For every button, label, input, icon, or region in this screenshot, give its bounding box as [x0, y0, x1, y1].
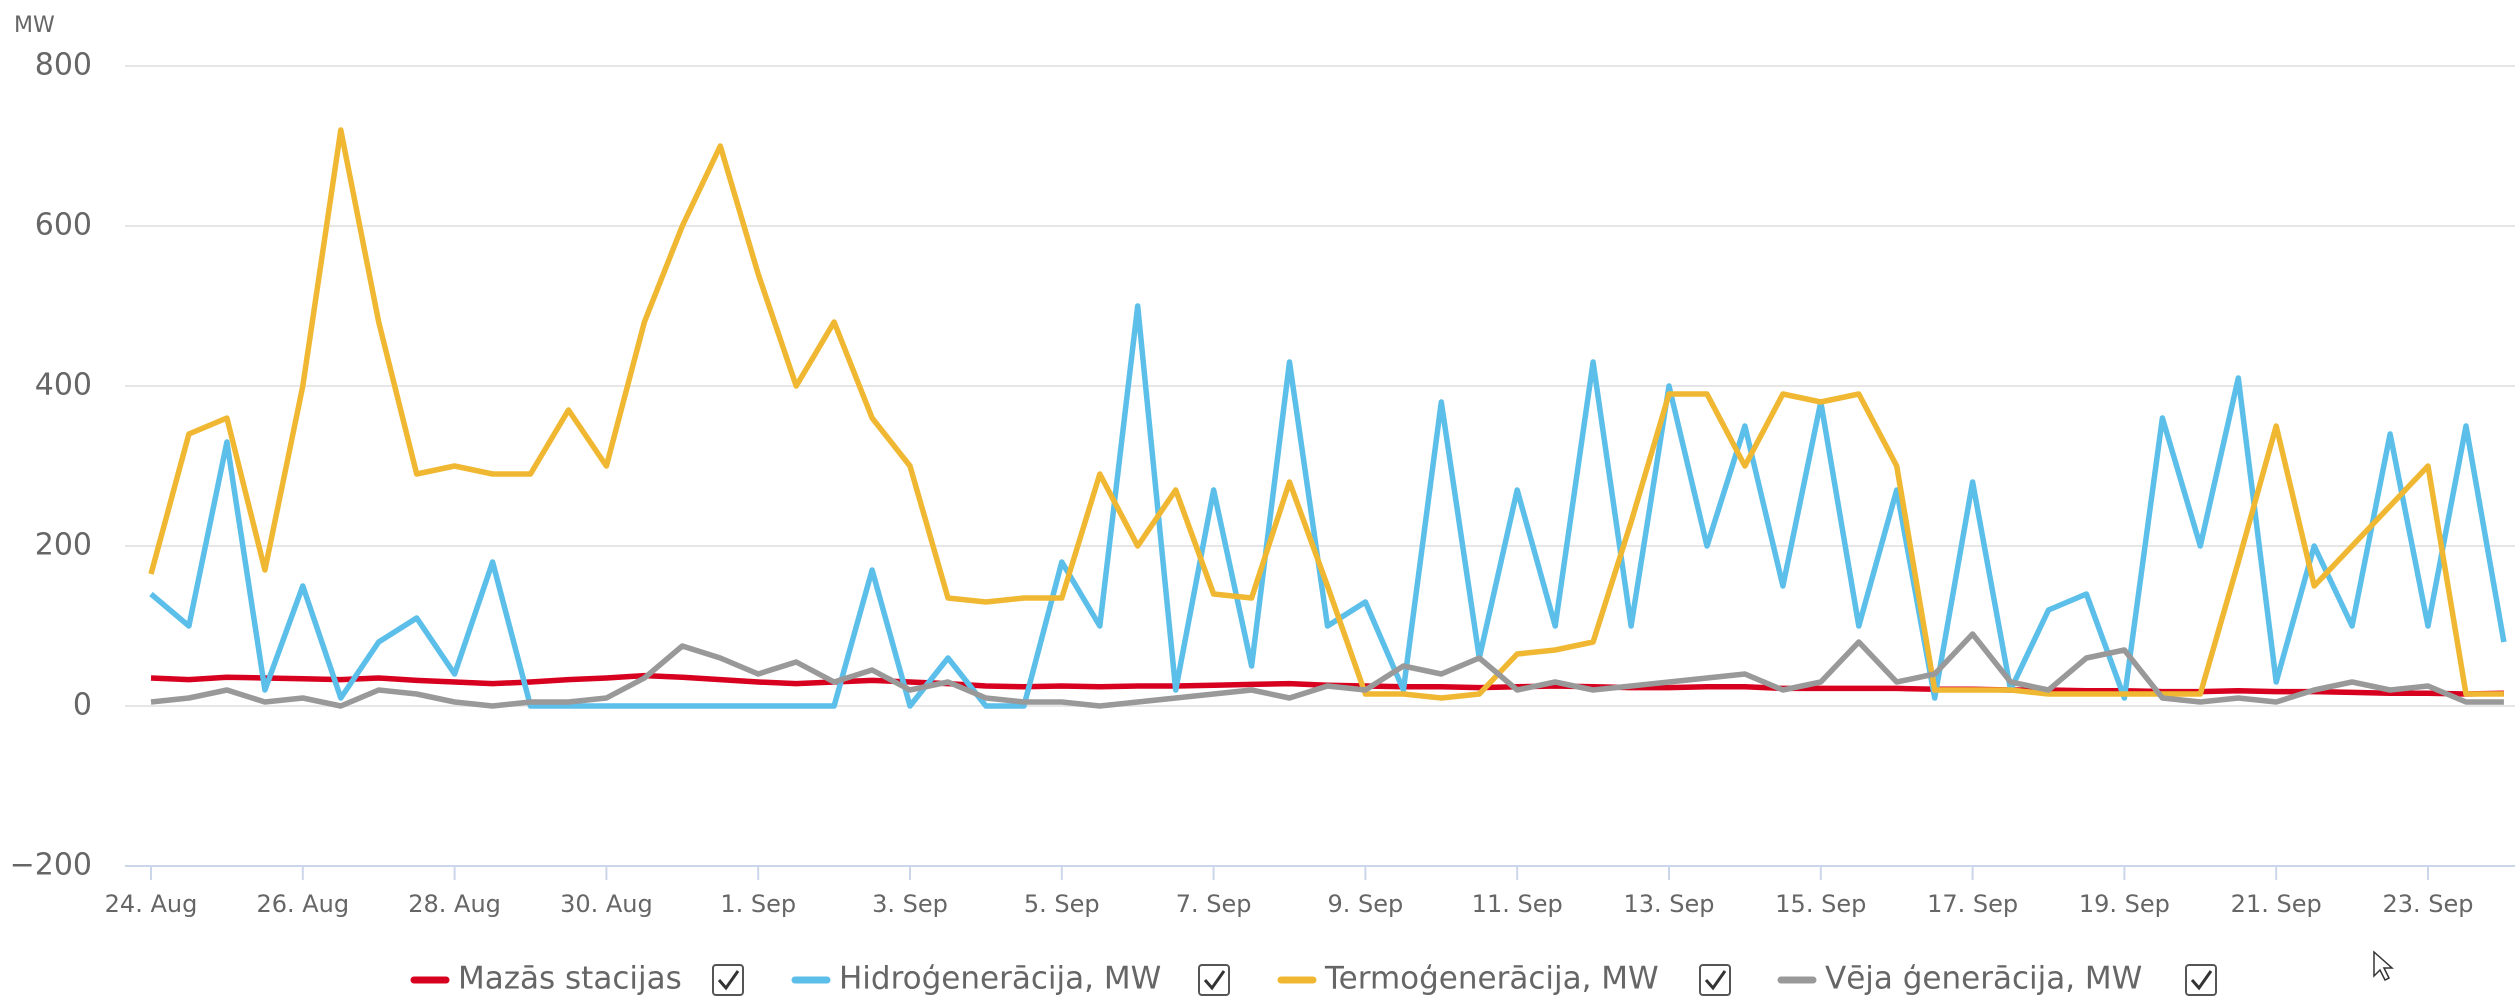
cursor — [2373, 950, 2394, 982]
y-tick-label: −200 — [10, 848, 92, 883]
x-tick-label: 19. Sep — [2079, 890, 2170, 918]
legend-label: Mazās stacijas — [458, 961, 682, 997]
legend-checkbox[interactable] — [2185, 964, 2217, 996]
legend-checkbox[interactable] — [712, 964, 744, 996]
legend-checkbox[interactable] — [1699, 964, 1731, 996]
legend-checkbox[interactable] — [1198, 964, 1230, 996]
x-tick-label: 5. Sep — [1024, 890, 1100, 918]
x-tick-label: 1. Sep — [720, 890, 796, 918]
x-tick-label: 11. Sep — [1472, 890, 1563, 918]
y-tick-label: 600 — [35, 208, 92, 243]
x-tick-label: 15. Sep — [1775, 890, 1866, 918]
legend-label: Vēja ģenerācija, MW — [1825, 961, 2142, 997]
x-tick-label: 28. Aug — [408, 890, 501, 918]
y-tick-label: 400 — [35, 368, 92, 403]
legend-checkmark[interactable] — [717, 970, 740, 991]
x-tick-label: 23. Sep — [2382, 890, 2473, 918]
x-tick-label: 7. Sep — [1176, 890, 1252, 918]
series-line — [148, 127, 2504, 701]
y-tick-label: 800 — [35, 48, 92, 83]
legend-checkmark[interactable] — [1704, 970, 1727, 991]
x-tick-label: 3. Sep — [872, 890, 948, 918]
x-tick-label: 30. Aug — [560, 890, 653, 918]
y-tick-label: 200 — [35, 528, 92, 563]
x-tick-label: 9. Sep — [1328, 890, 1404, 918]
legend-label: Termoģenerācija, MW — [1324, 961, 1659, 997]
series-line — [149, 303, 2507, 709]
y-axis-label: MW — [14, 13, 55, 38]
x-tick-label: 13. Sep — [1623, 890, 1714, 918]
legend-checkmark[interactable] — [1203, 970, 1226, 991]
legend-checkmark[interactable] — [2190, 970, 2213, 991]
x-tick-label: 21. Sep — [2231, 890, 2322, 918]
series-line — [150, 631, 2504, 709]
x-tick-label: 26. Aug — [256, 890, 349, 918]
legend-label: Hidroģenerācija, MW — [839, 961, 1161, 997]
x-tick-label: 24. Aug — [105, 890, 198, 918]
y-tick-label: 0 — [73, 688, 92, 723]
x-tick-label: 17. Sep — [1927, 890, 2018, 918]
